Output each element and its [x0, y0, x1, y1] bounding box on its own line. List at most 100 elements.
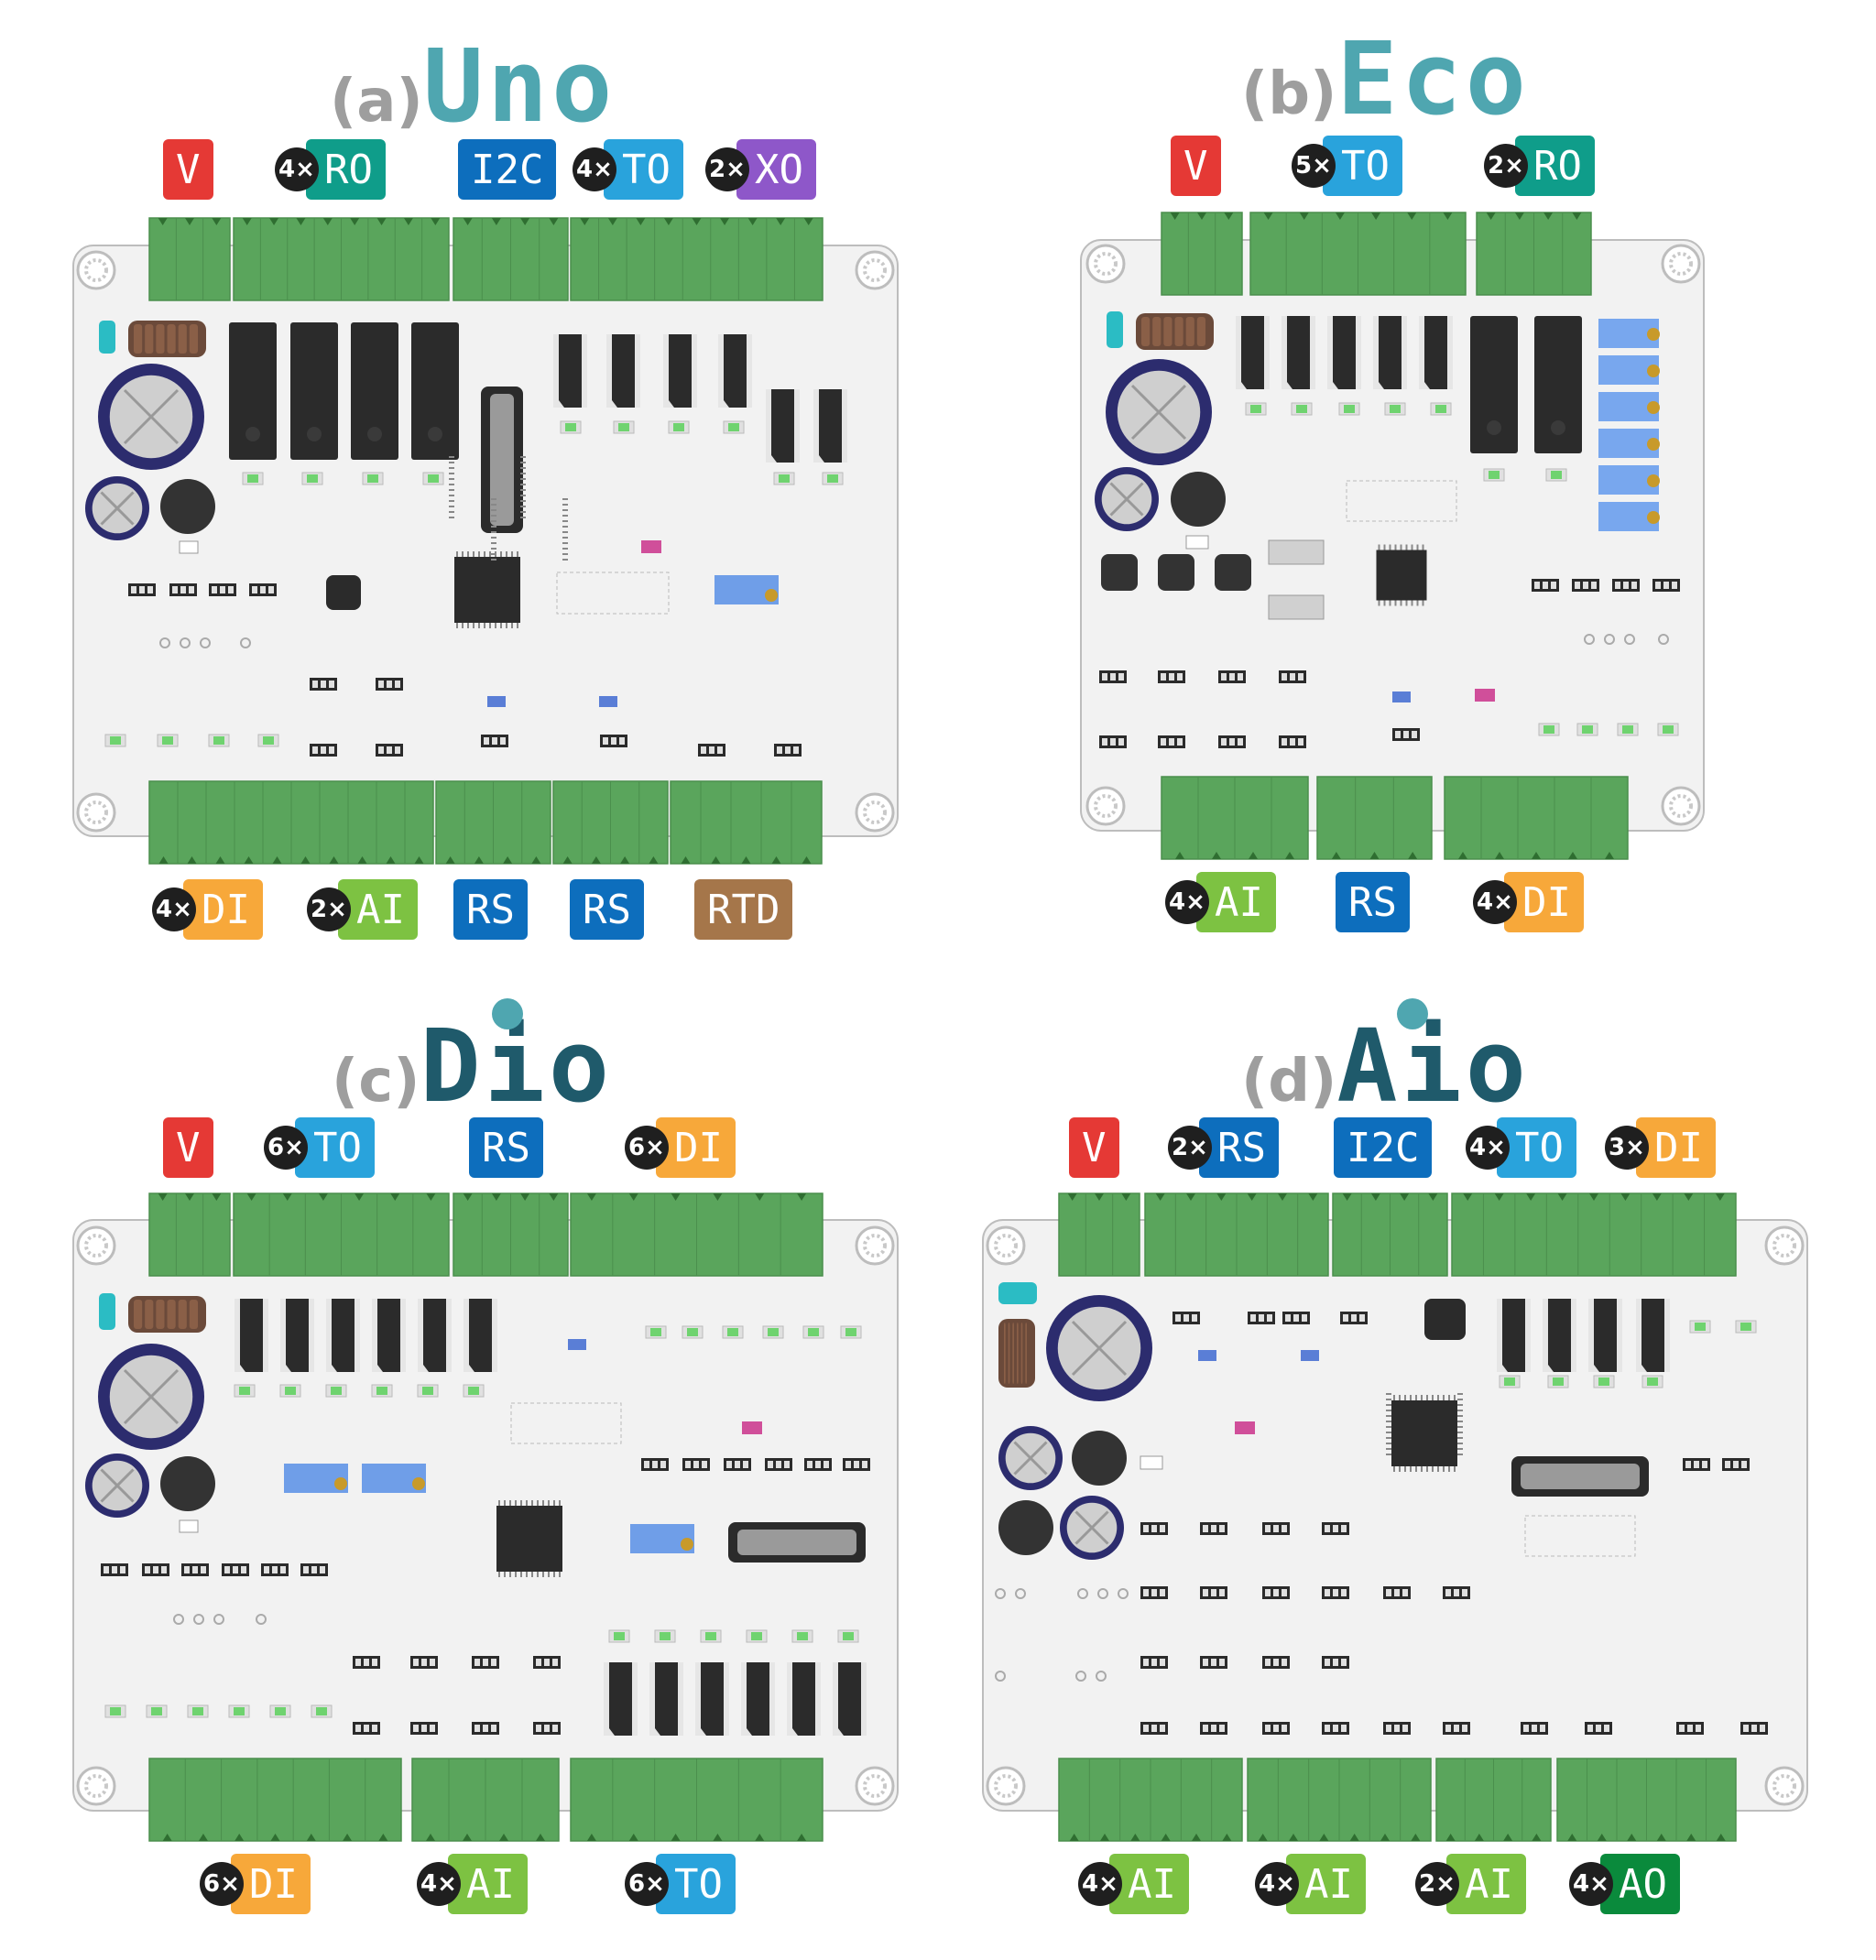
capacitor-mark [1130, 384, 1187, 441]
count-badge: 6× [200, 1862, 244, 1906]
resistor-pad [1177, 738, 1183, 746]
terminal-pin [1474, 1834, 1484, 1841]
terminal-pin [591, 856, 601, 864]
resistor-pad [793, 746, 799, 754]
coil-winding [1025, 1323, 1027, 1384]
terminal-pin [771, 856, 781, 864]
terminal-pin [1514, 212, 1524, 220]
resistor-pad [1454, 1589, 1459, 1596]
count-badge: 2× [1484, 144, 1528, 188]
coil-winding [134, 1300, 143, 1329]
diode [179, 540, 199, 554]
mounting-hole-ring [1772, 1234, 1796, 1258]
resistor-pad [1403, 731, 1409, 738]
resistor-pad [1211, 1725, 1216, 1732]
rgb-led-icon [742, 1421, 762, 1434]
resistor-pad [1203, 1659, 1208, 1666]
led-icon [1647, 1377, 1658, 1386]
resistor-pad [329, 681, 334, 688]
bottom-io-badge-ao: 4× AO [1569, 1854, 1680, 1914]
terminal-pin [1331, 852, 1341, 859]
resistor-pad [1265, 1725, 1271, 1732]
test-point [1118, 1588, 1129, 1599]
coil-winding [1163, 317, 1172, 346]
resistor-pad [536, 1659, 541, 1666]
io-label: RTD [694, 879, 793, 940]
terminal-pin [671, 1834, 681, 1841]
ssr-chip [559, 334, 582, 408]
mounting-hole-ring [1094, 794, 1118, 818]
resistor-pad [321, 746, 326, 754]
resistor-pad [1282, 1725, 1287, 1732]
led-icon [1489, 471, 1500, 479]
resistor-pad [201, 1566, 206, 1573]
coil-winding [1012, 1323, 1014, 1384]
top-io-badge-v: V [163, 1117, 213, 1178]
resistor-pad [180, 586, 186, 593]
terminal-pin [1411, 1834, 1421, 1841]
resistor-pad [189, 586, 194, 593]
relay-pin [1551, 420, 1565, 435]
inductor-square [1158, 554, 1194, 591]
resistor-pad [1685, 1461, 1691, 1468]
resistor-pad [652, 1461, 658, 1468]
resistor-pad [1725, 1461, 1730, 1468]
resistor-pad [1298, 738, 1303, 746]
terminal-pin [1572, 212, 1582, 220]
regulator-chip [326, 575, 361, 610]
terminal-pin [1197, 212, 1206, 220]
coil-winding [1008, 1323, 1010, 1384]
led-icon [843, 1632, 854, 1640]
resistor-pad [1118, 673, 1124, 681]
ssr-chip [747, 1662, 769, 1736]
led-icon [660, 1632, 671, 1640]
io-label: RS [570, 879, 644, 940]
resistor-pad [1402, 1589, 1408, 1596]
resistor-pad [1151, 1525, 1157, 1532]
terminal-pin [586, 1834, 596, 1841]
test-point [1658, 634, 1669, 645]
smd-chip [487, 696, 506, 707]
test-point [213, 1614, 224, 1625]
terminal-pin [1656, 1834, 1666, 1841]
led-icon [1296, 405, 1307, 413]
terminal-pin [378, 1834, 388, 1841]
bottom-io-badge-di: 4× DI [152, 879, 263, 940]
io-label: DI [1504, 872, 1584, 932]
capacitor-mark [123, 388, 180, 445]
mounting-hole-ring [1669, 794, 1693, 818]
resistor-pad [1175, 1314, 1181, 1322]
top-io-badge-di: 3× DI [1605, 1117, 1716, 1178]
resistor-pad [1333, 1525, 1338, 1532]
terminal-pin [755, 1193, 765, 1201]
terminal-pin [1568, 852, 1577, 859]
terminal-pin [1400, 1193, 1410, 1201]
led-icon [1543, 725, 1554, 734]
terminal-pin [1289, 1834, 1298, 1841]
top-io-badge-to: 6× TO [264, 1117, 375, 1178]
terminal-pin [162, 1834, 172, 1841]
resistor-pad [1211, 1589, 1216, 1596]
resistor-pad [378, 681, 384, 688]
top-io-badge-ro: 2× RO [1484, 136, 1595, 196]
terminal-pin [1567, 1834, 1577, 1841]
resistor-pad [131, 586, 136, 593]
test-point [256, 1614, 267, 1625]
io-label: V [1069, 1117, 1119, 1178]
connector-icon [998, 1282, 1037, 1304]
io-label: TO [1323, 136, 1402, 196]
connector-icon [1107, 311, 1123, 348]
terminal-block [670, 780, 823, 865]
io-label: AO [1600, 1854, 1680, 1914]
resistor-pad [112, 1566, 117, 1573]
bottom-io-badge-rs: RS [453, 879, 528, 940]
io-label: TO [1497, 1117, 1576, 1178]
resistor-pad [1325, 1725, 1330, 1732]
led-icon [1582, 725, 1593, 734]
terminal-pin [1369, 852, 1380, 859]
led-icon [827, 474, 838, 483]
io-label: TO [656, 1854, 736, 1914]
capacitor-mark [100, 491, 135, 526]
resistor-pad [312, 746, 318, 754]
bottom-io-badge-di: 4× DI [1473, 872, 1584, 932]
